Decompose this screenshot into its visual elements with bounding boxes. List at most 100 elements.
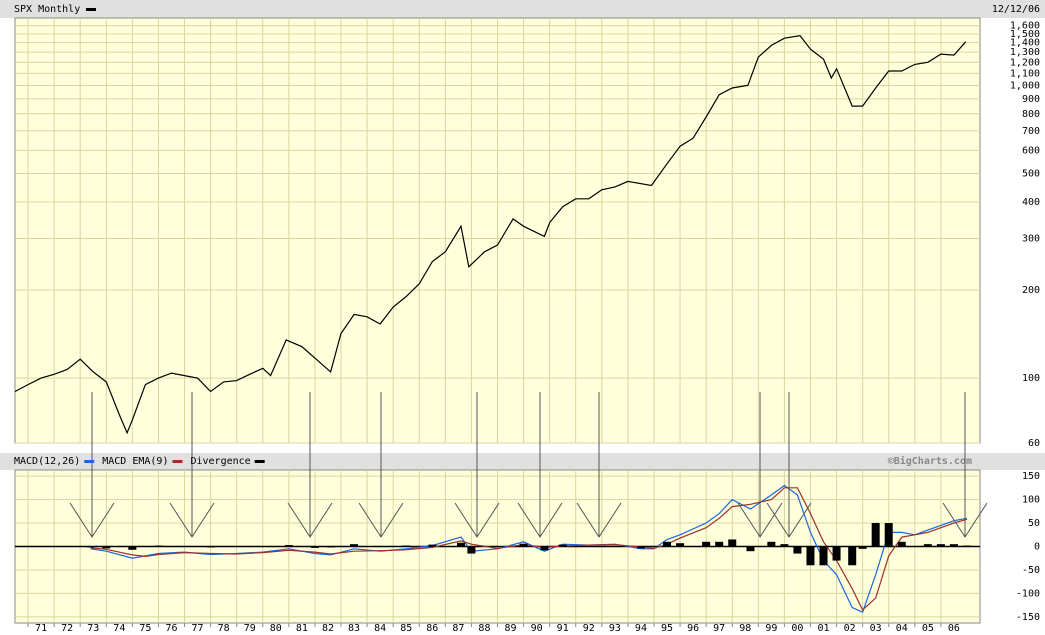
divergence-bar — [676, 543, 685, 547]
y-tick-label: 800 — [1022, 109, 1040, 120]
annotation-arrow — [766, 392, 812, 538]
x-tick-label: 86 — [426, 623, 438, 634]
x-tick-label: 96 — [687, 623, 699, 634]
x-tick-label: 98 — [739, 623, 751, 634]
y-tick-label: 200 — [1022, 285, 1040, 296]
x-tick-label: 05 — [922, 623, 934, 634]
x-tick-label: 74 — [113, 623, 125, 634]
y-tick-label: 300 — [1022, 233, 1040, 244]
x-tick-label: 71 — [35, 623, 47, 634]
divergence-bar — [923, 544, 932, 547]
divergence-bar — [467, 546, 476, 554]
divergence-bar — [767, 541, 776, 547]
divergence-bar — [102, 546, 111, 549]
divergence-bar — [558, 544, 567, 547]
x-tick-label: 97 — [713, 623, 725, 634]
x-tick-label: 02 — [844, 623, 856, 634]
x-tick-label: 78 — [218, 623, 230, 634]
annotation-arrow — [169, 392, 215, 538]
x-tick-label: 99 — [765, 623, 777, 634]
legend-label: Divergence — [190, 456, 250, 467]
annotation-arrow — [69, 392, 115, 538]
macd-line — [90, 487, 968, 611]
y-tick-label: 50 — [1028, 518, 1040, 529]
x-tick-label: 93 — [609, 623, 621, 634]
x-tick-label: 81 — [296, 623, 308, 634]
divergence-bar — [884, 523, 893, 547]
x-tick-label: 87 — [452, 623, 464, 634]
header-strip — [0, 0, 1045, 18]
divergence-bar — [649, 546, 658, 547]
x-tick-label: 75 — [139, 623, 151, 634]
y-tick-label: 1,600 — [1010, 21, 1040, 32]
y-tick-label: -150 — [1016, 612, 1040, 623]
y-tick-label: 500 — [1022, 169, 1040, 180]
y-tick-label: 150 — [1022, 471, 1040, 482]
y-tick-label: -100 — [1016, 588, 1040, 599]
legend-swatch — [172, 460, 183, 463]
x-tick-label: 79 — [244, 623, 256, 634]
annotation-arrow — [287, 392, 333, 538]
divergence-bar — [232, 546, 241, 547]
divergence-bar — [86, 546, 95, 548]
annotation-arrow — [454, 392, 500, 538]
y-tick-label: 1,500 — [1010, 29, 1040, 40]
title-swatch — [86, 8, 96, 11]
x-tick-label: 82 — [322, 623, 334, 634]
divergence-bar — [897, 541, 906, 547]
divergence-bar — [832, 546, 841, 561]
divergence-bar — [819, 546, 828, 566]
x-tick-label: 83 — [348, 623, 360, 634]
y-tick-label: -50 — [1022, 565, 1040, 576]
legend-swatch — [84, 460, 95, 463]
macd-strip — [0, 453, 1045, 470]
divergence-bar — [962, 545, 971, 547]
x-tick-label: 85 — [400, 623, 412, 634]
divergence-bar — [806, 546, 815, 566]
legend-label: MACD(12,26) — [14, 456, 80, 467]
divergence-bar — [519, 543, 528, 547]
divergence-bar — [702, 541, 711, 547]
divergence-bar — [493, 546, 502, 547]
divergence-bar — [663, 541, 672, 547]
y-tick-label: 700 — [1022, 126, 1040, 137]
annotation-arrow — [576, 392, 622, 538]
x-tick-label: 94 — [635, 623, 647, 634]
divergence-bar — [141, 546, 150, 547]
credit: ©BigCharts.com — [888, 455, 972, 467]
x-tick-label: 00 — [791, 623, 803, 634]
y-tick-label: 1,100 — [1010, 68, 1040, 79]
y-tick-label: 0 — [1034, 542, 1040, 553]
x-tick-label: 91 — [557, 623, 569, 634]
y-tick-label: 600 — [1022, 145, 1040, 156]
y-tick-label: 900 — [1022, 94, 1040, 105]
divergence-bar — [326, 546, 335, 548]
divergence-bar — [376, 546, 385, 547]
divergence-bar — [180, 546, 189, 547]
y-tick-label: 60 — [1028, 438, 1040, 449]
divergence-bar — [350, 544, 359, 547]
divergence-bar — [128, 546, 137, 550]
x-tick-label: 72 — [61, 623, 73, 634]
divergence-bar — [584, 546, 593, 547]
divergence-bar — [284, 545, 293, 547]
x-tick-label: 89 — [505, 623, 517, 634]
y-tick-label: 1,000 — [1010, 80, 1040, 91]
legend-label: MACD EMA(9) — [102, 456, 168, 467]
divergence-bar — [540, 546, 549, 551]
x-tick-label: 01 — [817, 623, 829, 634]
divergence-bar — [780, 544, 789, 547]
x-tick-label: 90 — [531, 623, 543, 634]
y-tick-label: 1,400 — [1010, 38, 1040, 49]
x-tick-label: 84 — [374, 623, 386, 634]
x-tick-label: 95 — [661, 623, 673, 634]
divergence-bar — [949, 544, 958, 547]
x-tick-label: 80 — [270, 623, 282, 634]
divergence-bar — [428, 544, 437, 547]
divergence-bar — [848, 546, 857, 566]
x-tick-label: 04 — [896, 623, 908, 634]
divergence-bar — [936, 544, 945, 547]
annotation-arrow — [358, 392, 404, 538]
x-tick-label: 06 — [948, 623, 960, 634]
